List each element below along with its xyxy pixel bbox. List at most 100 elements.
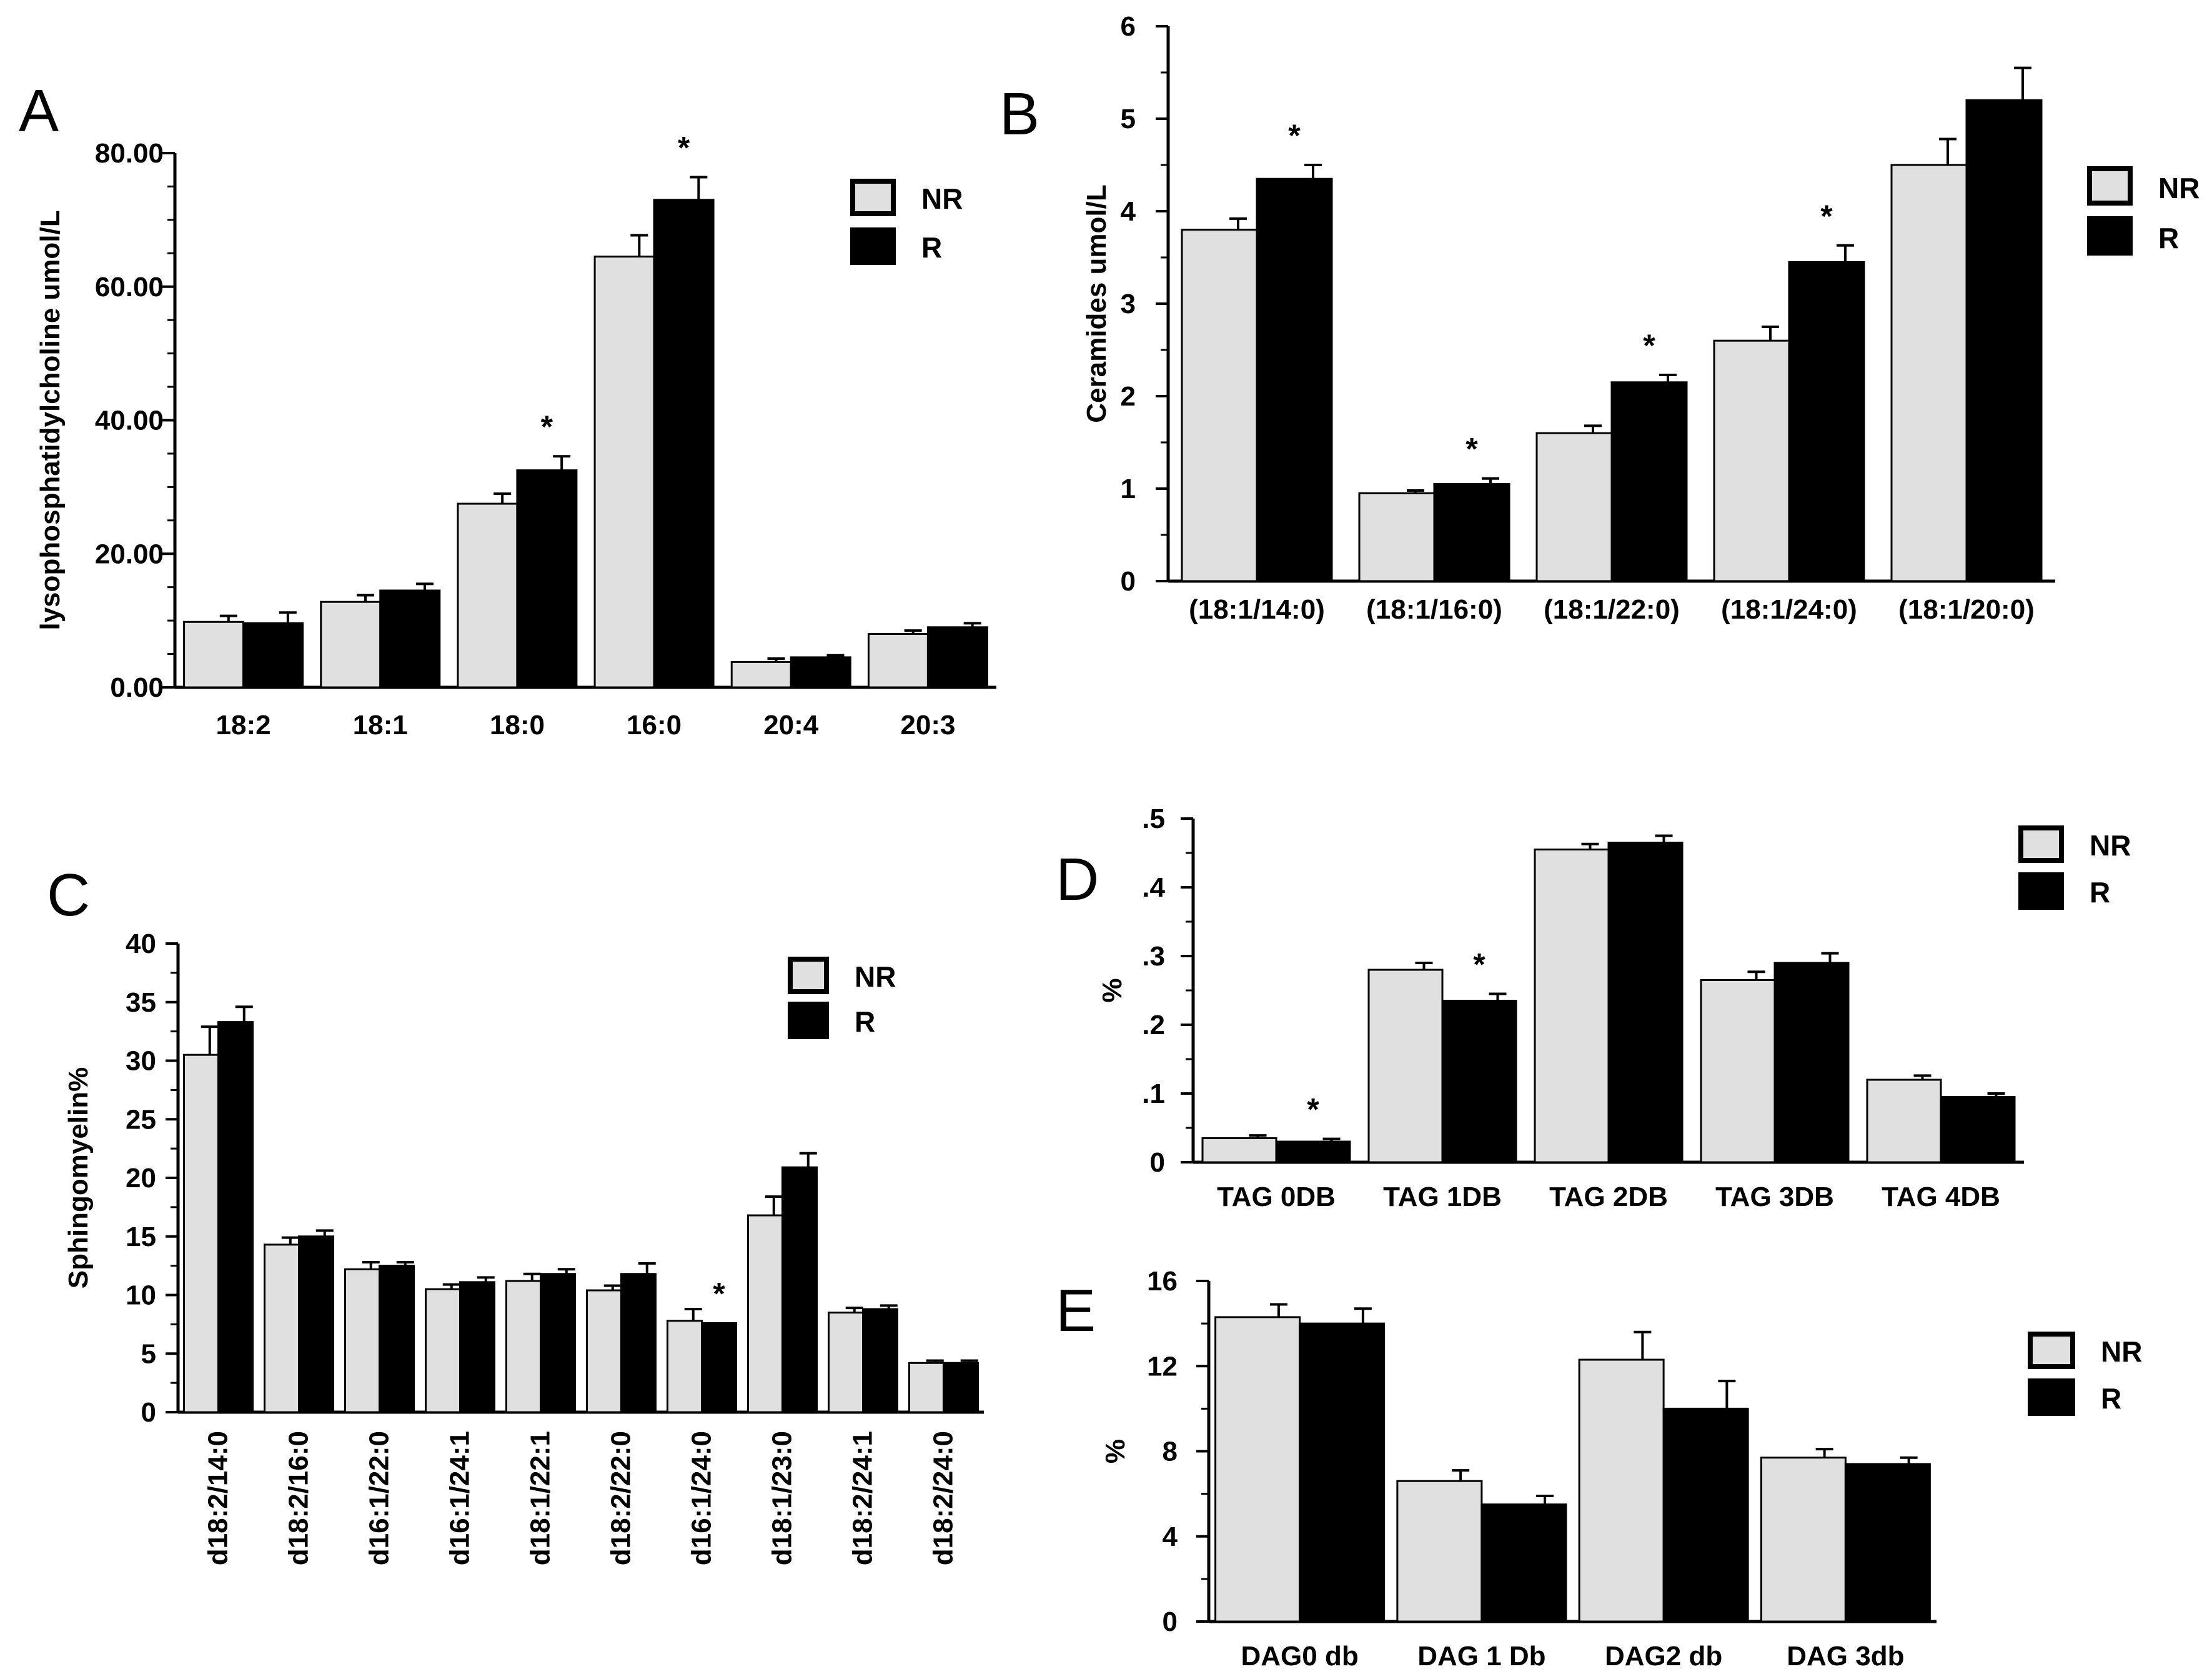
legend: NR R — [2028, 1332, 2142, 1416]
x-tick-label: d18:2/16:0 — [284, 1431, 314, 1565]
bar-nr-1 — [1201, 1137, 1277, 1163]
bar-nr-4 — [1713, 339, 1790, 582]
panel-E: E% 0 4 8 12 16 DAG0 db DAG 1 Db DAG2 db DAG 3db NR… — [1056, 1266, 2142, 1672]
x-tick-label: 18:0 — [490, 710, 545, 740]
x-tick-label: DAG 1 Db — [1417, 1641, 1545, 1672]
y-tick-label: .2 — [1142, 1010, 1165, 1040]
bar-r-2 — [1433, 483, 1510, 582]
legend-swatch-r — [2087, 216, 2133, 256]
y-tick-label: 8 — [1163, 1437, 1178, 1467]
bar-nr-2 — [1367, 969, 1444, 1163]
y-tick-label: 6 — [1121, 11, 1136, 42]
y-tick-label: 5 — [141, 1338, 156, 1369]
legend: NR R — [2087, 166, 2200, 256]
bar-r-4 — [1788, 261, 1865, 582]
x-tick-label: d16:1/22:0 — [364, 1431, 395, 1565]
bar-r-3 — [379, 1265, 415, 1413]
significance-star: * — [541, 409, 553, 444]
legend-label-r: R — [2090, 876, 2110, 909]
x-tick-label: DAG2 db — [1605, 1641, 1722, 1672]
bar-nr-8 — [747, 1214, 783, 1413]
bar-nr-7 — [667, 1320, 703, 1413]
bar-r-5 — [540, 1273, 576, 1413]
bar-nr-3 — [1535, 432, 1613, 582]
legend-swatch-r — [788, 1002, 829, 1039]
significance-star: * — [1643, 328, 1655, 363]
bar-nr-2 — [1396, 1480, 1483, 1623]
y-tick-label: 0 — [1150, 1147, 1165, 1178]
x-tick-label: d16:1/24:0 — [687, 1431, 717, 1565]
y-tick-label: 40.00 — [95, 406, 164, 436]
y-tick-label: 16 — [1147, 1266, 1178, 1297]
y-tick-label: 0 — [1163, 1607, 1178, 1637]
bar-r-9 — [862, 1308, 898, 1413]
y-tick-label: 20 — [126, 1163, 156, 1193]
x-tick-label: DAG 3db — [1787, 1641, 1904, 1672]
x-tick-label: d18:2/22:0 — [606, 1431, 637, 1565]
legend: NR R — [2018, 825, 2131, 910]
bar-r-2 — [1480, 1503, 1567, 1623]
x-tick-label: d18:2/14:0 — [203, 1431, 234, 1565]
x-tick-label: (18:1/14:0) — [1189, 594, 1325, 625]
y-tick-label: .3 — [1142, 941, 1165, 972]
bar-nr-9 — [828, 1312, 864, 1413]
bar-r-6 — [620, 1273, 657, 1413]
legend-swatch-nr — [788, 957, 829, 994]
x-tick-label: d16:1/24:1 — [445, 1431, 475, 1565]
bar-nr-5 — [730, 660, 792, 689]
bar-nr-6 — [867, 633, 929, 689]
y-tick-label: 20.00 — [95, 539, 164, 569]
bar-r-3 — [1607, 842, 1684, 1163]
legend-swatch-r — [2018, 872, 2064, 910]
x-tick-label: d18:1/23:0 — [767, 1431, 798, 1565]
bar-nr-6 — [586, 1289, 622, 1413]
bar-r-5 — [1965, 99, 2043, 582]
bar-r-10 — [943, 1362, 979, 1413]
legend-swatch-nr — [2087, 166, 2133, 206]
significance-star: * — [1288, 118, 1301, 153]
bar-nr-1 — [183, 1054, 219, 1413]
y-axis-label: % — [1097, 978, 1128, 1002]
bar-nr-5 — [1866, 1079, 1942, 1163]
y-tick-label: 80.00 — [95, 138, 164, 169]
y-tick-label: 10 — [126, 1280, 156, 1311]
panel-letter: B — [999, 81, 1039, 147]
bar-r-2 — [379, 589, 441, 689]
x-tick-label: TAG 3DB — [1715, 1182, 1834, 1212]
panel-letter: D — [1056, 846, 1099, 913]
significance-star: * — [1473, 947, 1485, 982]
significance-star: * — [713, 1277, 725, 1312]
y-axis-label: lysophosphatidylcholine umol/L — [35, 210, 66, 630]
legend-label-nr: NR — [921, 182, 963, 215]
bar-r-5 — [1940, 1096, 2016, 1163]
bar-r-4 — [653, 199, 715, 689]
y-tick-label: 4 — [1163, 1522, 1178, 1552]
bar-nr-4 — [1700, 979, 1776, 1163]
legend-label-r: R — [2101, 1382, 2121, 1415]
bar-nr-1 — [1181, 229, 1258, 582]
significance-star: * — [1466, 432, 1478, 467]
x-tick-label: d18:2/24:1 — [848, 1431, 878, 1565]
x-tick-label: TAG 4DB — [1882, 1182, 2000, 1212]
panel-letter: C — [47, 862, 90, 929]
legend-label-r: R — [921, 231, 942, 264]
bar-r-8 — [781, 1166, 818, 1413]
panel-letter: A — [19, 77, 59, 144]
legend-swatch-r — [2028, 1378, 2075, 1416]
y-tick-label: 0 — [1121, 566, 1136, 597]
x-tick-label: 20:4 — [763, 710, 819, 740]
bar-nr-2 — [264, 1243, 300, 1413]
x-tick-label: d18:2/24:0 — [928, 1431, 959, 1565]
bar-nr-5 — [1890, 164, 1968, 582]
y-tick-label: 1 — [1121, 474, 1136, 504]
x-tick-label: TAG 2DB — [1549, 1182, 1668, 1212]
y-tick-label: .4 — [1142, 872, 1165, 903]
x-tick-label: (18:1/22:0) — [1544, 594, 1680, 625]
legend-label-nr: NR — [2158, 172, 2200, 204]
bar-nr-4 — [593, 256, 655, 689]
legend-swatch-nr — [850, 179, 896, 216]
bar-nr-3 — [344, 1268, 380, 1413]
x-tick-label: (18:1/24:0) — [1721, 594, 1857, 625]
legend: NR R — [788, 957, 896, 1039]
